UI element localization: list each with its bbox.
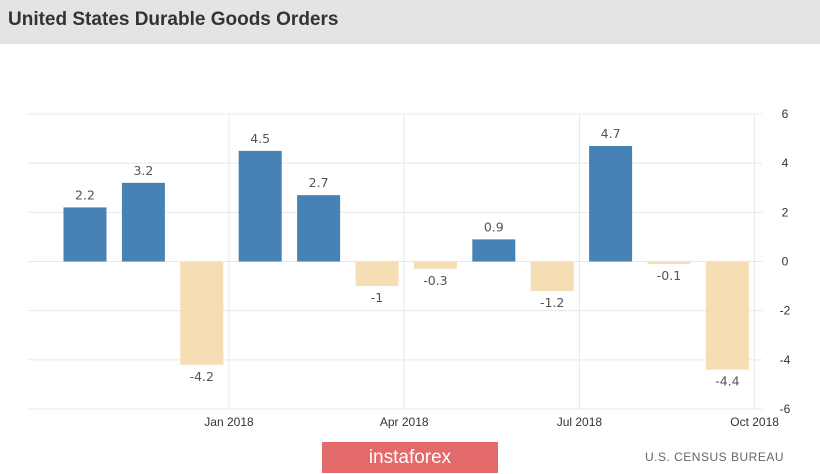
bar xyxy=(238,150,282,262)
data-label: 4.5 xyxy=(250,131,270,146)
data-label: 4.7 xyxy=(601,126,621,141)
bar xyxy=(297,195,341,262)
data-label: 3.2 xyxy=(133,163,153,178)
bar xyxy=(647,261,691,264)
y-tick-label: -4 xyxy=(780,353,791,367)
x-tick-label: Jul 2018 xyxy=(557,415,603,429)
bar xyxy=(355,261,399,287)
bar xyxy=(705,261,749,370)
instaforex-logo: instaforex xyxy=(322,442,498,473)
data-label: -1.2 xyxy=(540,295,564,310)
bar xyxy=(589,145,633,262)
y-tick-label: -2 xyxy=(780,304,791,318)
bar-chart: 6 4 2 0 -2 -4 -6 Jan 2018 Apr 2018 Jul 2018 Oct 20… xyxy=(28,107,791,429)
data-source: U.S. CENSUS BUREAU xyxy=(644,450,784,464)
bar xyxy=(530,261,574,291)
data-label: -1 xyxy=(371,290,383,305)
y-tick-label: 2 xyxy=(782,205,789,219)
x-tick-label: Apr 2018 xyxy=(380,415,429,429)
bar xyxy=(121,182,165,262)
x-tick-label: Oct 2018 xyxy=(730,415,779,429)
y-tick-label: 6 xyxy=(782,107,789,121)
bar xyxy=(180,261,224,365)
data-label: -0.3 xyxy=(423,273,447,288)
data-label: -4.2 xyxy=(190,369,214,384)
data-label: -0.1 xyxy=(657,268,681,283)
bar xyxy=(413,261,457,269)
x-tick-label: Jan 2018 xyxy=(204,415,254,429)
data-label: 2.7 xyxy=(309,175,329,190)
bar xyxy=(472,239,516,262)
page-title: United States Durable Goods Orders xyxy=(8,9,339,30)
y-tick-label: 0 xyxy=(782,255,789,269)
bar xyxy=(63,207,107,262)
chart-header: United States Durable Goods Orders xyxy=(0,0,820,44)
data-label: 0.9 xyxy=(484,219,504,234)
y-tick-label: 4 xyxy=(782,156,789,170)
y-tick-label: -6 xyxy=(780,402,791,416)
data-label: -4.4 xyxy=(715,374,739,389)
data-label: 2.2 xyxy=(75,187,95,202)
